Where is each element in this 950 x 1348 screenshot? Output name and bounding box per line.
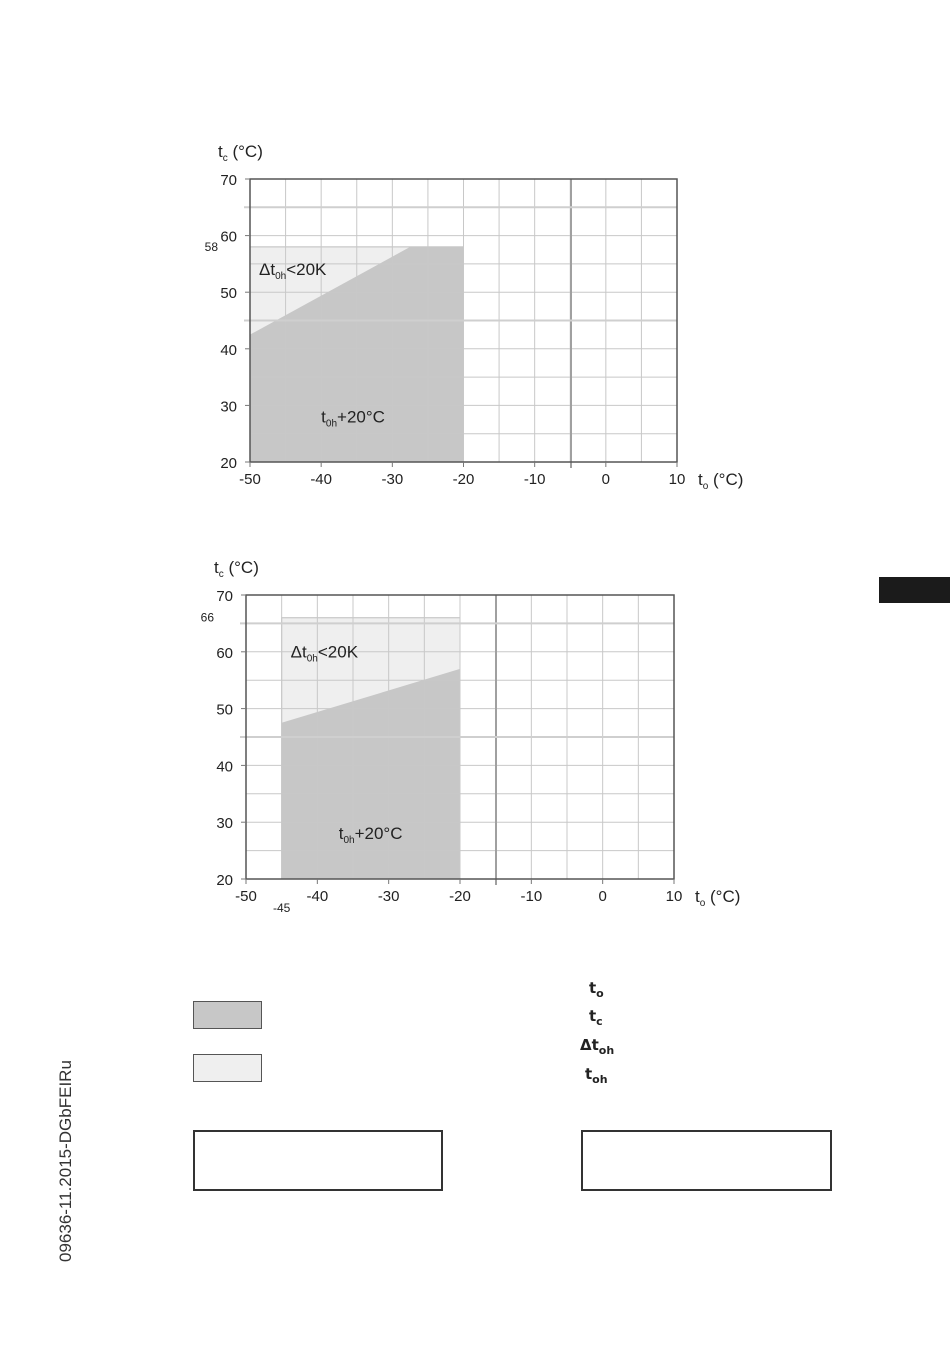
x-tick-label: -30 <box>381 471 403 488</box>
y-tick-label: 60 <box>216 645 233 662</box>
x-tick-label: 0 <box>602 471 610 488</box>
y-tick-label: 20 <box>220 455 237 472</box>
region-light-label: Δt0h<20K <box>259 260 327 282</box>
empty-box-left <box>193 1130 443 1191</box>
x-tick-label: -40 <box>310 471 332 488</box>
x-tick-label: -50 <box>239 471 261 488</box>
x-tick-label: -20 <box>453 471 475 488</box>
legend-swatch-dark <box>193 1001 262 1029</box>
legend-symbol-tc: tc <box>589 1007 603 1028</box>
side-tab-marker <box>879 577 950 603</box>
x-tick-label: 10 <box>666 888 683 905</box>
x-tick-label: -50 <box>235 888 257 905</box>
legend-swatch-light <box>193 1054 262 1082</box>
y-tick-label: 30 <box>216 815 233 832</box>
region-light-label: Δt0h<20K <box>291 642 359 664</box>
x-tick-label: -10 <box>524 471 546 488</box>
x-tick-label: -10 <box>520 888 542 905</box>
y-tick-label: 50 <box>216 702 233 719</box>
x-extra-tick-label: -45 <box>273 901 291 915</box>
x-tick-label: 0 <box>598 888 606 905</box>
y-tick-label: 30 <box>220 398 237 415</box>
legend-symbol-to: to <box>589 979 604 1000</box>
region-dark <box>281 668 460 879</box>
y-axis-label: tc (°C) <box>218 142 263 164</box>
y-tick-label: 70 <box>220 172 237 189</box>
y-tick-label: 20 <box>216 872 233 889</box>
x-tick-label: -30 <box>378 888 400 905</box>
y-extra-tick-label: 58 <box>205 240 219 254</box>
y-tick-label: 40 <box>220 342 237 359</box>
y-extra-tick-label: 66 <box>201 611 215 625</box>
chart-top: -50 -40 -30 -20 -10 0 10 20 30 40 50 60 70 58 tc (°C) t… <box>205 142 744 492</box>
x-axis-label: to (°C) <box>695 887 740 909</box>
legend-symbol-toh: toh <box>585 1065 608 1086</box>
x-tick-label: -20 <box>449 888 471 905</box>
legend-symbol-dtoh: Δtoh <box>580 1036 615 1057</box>
y-axis-label: tc (°C) <box>214 558 259 580</box>
x-tick-label: 10 <box>669 471 686 488</box>
region-dark-label: t0h+20°C <box>339 824 403 846</box>
empty-box-right <box>581 1130 832 1191</box>
region-dark-label: t0h+20°C <box>321 407 385 429</box>
y-tick-label: 60 <box>220 229 237 246</box>
y-tick-label: 50 <box>220 285 237 302</box>
x-tick-label: -40 <box>306 888 328 905</box>
y-tick-label: 70 <box>216 588 233 605</box>
y-tick-label: 40 <box>216 758 233 775</box>
x-axis-label: to (°C) <box>698 470 743 492</box>
document-code: 09636-11.2015-DGbFEIRu <box>56 1060 75 1262</box>
